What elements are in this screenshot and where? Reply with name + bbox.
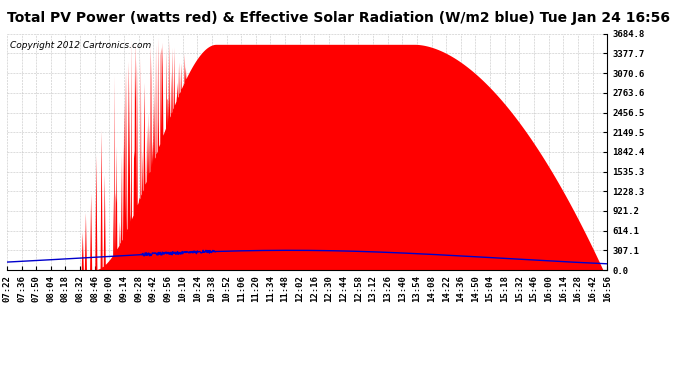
Text: Total PV Power (watts red) & Effective Solar Radiation (W/m2 blue) Tue Jan 24 16: Total PV Power (watts red) & Effective S… [7, 11, 670, 25]
Text: Copyright 2012 Cartronics.com: Copyright 2012 Cartronics.com [10, 41, 151, 50]
